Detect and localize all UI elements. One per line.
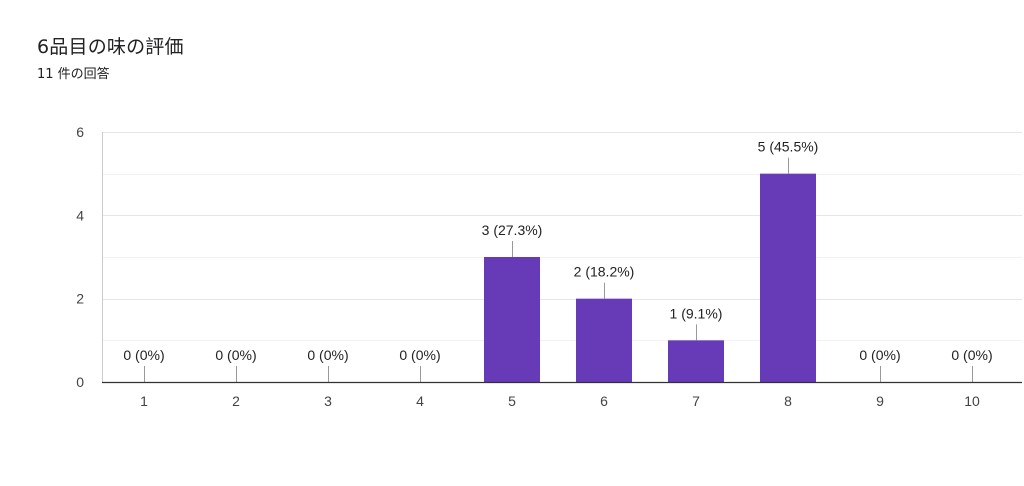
y-tick-label: 6	[76, 124, 84, 140]
data-label: 0 (0%)	[123, 347, 164, 363]
data-label: 0 (0%)	[399, 347, 440, 363]
data-label: 5 (45.5%)	[758, 139, 819, 155]
chart-header: 6品目の味の評価 11 件の回答	[37, 34, 184, 84]
data-label: 3 (27.3%)	[482, 222, 543, 238]
x-tick-label: 5	[508, 393, 516, 409]
data-label: 0 (0%)	[951, 347, 992, 363]
bar	[576, 298, 632, 382]
response-count: 11 件の回答	[37, 67, 110, 82]
bar	[760, 173, 816, 382]
x-tick-label: 8	[784, 393, 792, 409]
x-tick-label: 6	[600, 393, 608, 409]
x-tick-label: 3	[324, 393, 332, 409]
y-tick-label: 4	[76, 207, 84, 223]
data-label: 0 (0%)	[307, 347, 348, 363]
x-tick-label: 10	[964, 393, 980, 409]
data-label: 1 (9.1%)	[670, 305, 723, 321]
x-tick-label: 2	[232, 393, 240, 409]
chart-title: 6品目の味の評価	[37, 36, 184, 58]
x-tick-label: 9	[876, 393, 884, 409]
x-tick-label: 4	[416, 393, 424, 409]
x-tick-label: 7	[692, 393, 700, 409]
x-tick-label: 1	[140, 393, 148, 409]
data-label: 2 (18.2%)	[574, 264, 635, 280]
y-tick-label: 0	[76, 374, 84, 390]
data-label: 0 (0%)	[215, 347, 256, 363]
bar	[484, 257, 540, 382]
bar	[668, 340, 724, 382]
data-label: 0 (0%)	[859, 347, 900, 363]
y-tick-label: 2	[76, 291, 84, 307]
